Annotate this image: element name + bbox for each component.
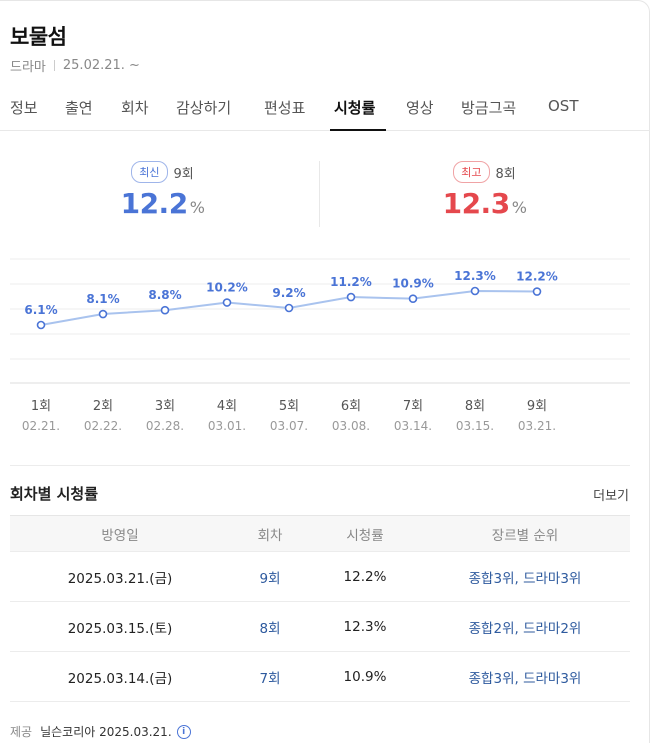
x-tick-date: 03.07. — [270, 419, 308, 433]
table-header-row: 방영일 회차 시청률 장르별 순위 — [10, 515, 630, 552]
x-tick-label: 2회 — [93, 399, 113, 414]
row-episode-link[interactable]: 7회 — [230, 651, 310, 702]
table-row: 2025.03.21.(금) 9회 12.2% 종합3위, 드라마3위 — [10, 551, 630, 602]
x-tick-label: 1회 — [31, 399, 51, 414]
latest-badge: 최신 — [131, 161, 168, 183]
x-tick-label: 4회 — [217, 399, 237, 414]
x-tick-date: 03.14. — [394, 419, 432, 433]
footer-source: 닐슨코리아 2025.03.21. — [40, 725, 172, 739]
col-episode: 회차 — [230, 515, 310, 552]
latest-value: 12.2% — [0, 187, 325, 220]
row-rank-link[interactable]: 종합2위, 드라마2위 — [420, 601, 630, 652]
row-rating: 10.9% — [310, 651, 420, 702]
col-rank: 장르별 순위 — [420, 515, 630, 552]
latest-episode: 9회 — [173, 166, 194, 182]
x-tick-label: 5회 — [279, 399, 299, 414]
ratings-line-chart: 6.1% 1회 02.21. 8.1% 2회 02.22. 8.8% 3회 02.28. 10.2… — [10, 258, 630, 433]
table-row: 2025.03.15.(토) 8회 12.3% 종합2위, 드라마2위 — [10, 601, 630, 652]
table-row: 2025.03.14.(금) 7회 10.9% 종합3위, 드라마3위 — [10, 651, 630, 702]
data-label: 10.9% — [392, 277, 434, 291]
more-link[interactable]: 더보기 — [593, 489, 629, 504]
data-point — [470, 286, 480, 296]
row-rank-link[interactable]: 종합3위, 드라마3위 — [420, 551, 630, 602]
x-tick-date: 02.22. — [84, 419, 122, 433]
row-episode-link[interactable]: 9회 — [230, 551, 310, 602]
data-point — [346, 292, 356, 302]
data-point — [532, 287, 542, 296]
footer-label: 제공 — [10, 725, 33, 739]
row-rank-link[interactable]: 종합3위, 드라마3위 — [420, 651, 630, 702]
row-episode-link[interactable]: 8회 — [230, 601, 310, 652]
row-rating: 12.2% — [310, 551, 420, 602]
tab-info[interactable]: 정보 — [10, 99, 38, 117]
x-tick-label: 8회 — [465, 399, 485, 414]
tab-episodes[interactable]: 회차 — [121, 99, 149, 117]
page-title: 보물섬 — [10, 25, 67, 49]
x-tick-date: 03.21. — [518, 419, 556, 433]
data-label: 12.3% — [454, 269, 496, 283]
row-rating: 12.3% — [310, 601, 420, 652]
x-tick-date: 03.08. — [332, 419, 370, 433]
x-tick-date: 02.21. — [22, 419, 60, 433]
x-tick-label: 6회 — [341, 399, 361, 414]
x-tick-label: 9회 — [527, 399, 547, 414]
data-label: 6.1% — [24, 303, 57, 317]
summary-divider — [319, 161, 320, 227]
tab-music[interactable]: 방금그곡 — [461, 99, 517, 117]
best-value-number: 12.3 — [442, 187, 511, 220]
tab-video[interactable]: 영상 — [406, 99, 434, 117]
best-rating: 최고 8회 12.3% — [322, 161, 647, 220]
data-point — [408, 294, 418, 303]
ratings-section-title: 회차별 시청률 — [10, 485, 99, 503]
tab-watch[interactable]: 감상하기 — [176, 99, 232, 117]
meta-divider — [53, 60, 55, 71]
latest-value-number: 12.2 — [120, 187, 189, 220]
section-divider — [10, 465, 630, 466]
tab-cast[interactable]: 출연 — [65, 99, 93, 117]
active-tab-indicator — [330, 129, 386, 131]
data-point — [222, 298, 232, 307]
row-date: 2025.03.21.(금) — [10, 551, 230, 602]
row-date: 2025.03.15.(토) — [10, 601, 230, 652]
data-point — [160, 305, 170, 315]
best-value: 12.3% — [322, 187, 647, 220]
info-icon[interactable]: i — [176, 724, 191, 739]
col-date: 방영일 — [10, 515, 230, 552]
best-episode: 8회 — [495, 166, 516, 182]
footer: 제공 닐슨코리아 2025.03.21. i — [10, 723, 191, 740]
latest-rating: 최신 9회 12.2% — [0, 161, 325, 220]
x-tick-label: 3회 — [155, 399, 175, 414]
latest-unit: % — [189, 198, 205, 217]
data-point — [98, 309, 108, 319]
x-tick-date: 03.01. — [208, 419, 246, 433]
tab-ratings[interactable]: 시청률 — [334, 99, 376, 117]
data-point — [284, 303, 294, 313]
row-date: 2025.03.14.(금) — [10, 651, 230, 702]
col-rating: 시청률 — [310, 515, 420, 552]
data-label: 10.2% — [206, 281, 248, 295]
data-label: 11.2% — [330, 275, 372, 289]
x-tick-date: 03.15. — [456, 419, 494, 433]
best-badge: 최고 — [453, 161, 490, 183]
x-tick-label: 7회 — [403, 399, 423, 414]
best-unit: % — [511, 198, 527, 217]
data-label: 8.1% — [86, 292, 119, 306]
data-label: 8.8% — [148, 288, 181, 302]
tab-ost[interactable]: OST — [548, 97, 579, 115]
ratings-table: 방영일 회차 시청률 장르별 순위 2025.03.21.(금) 9회 12.2… — [10, 515, 630, 702]
x-tick-date: 02.28. — [146, 419, 184, 433]
data-label: 12.2% — [516, 270, 558, 284]
data-label: 9.2% — [272, 286, 305, 300]
genre-label: 드라마 — [10, 60, 46, 75]
tab-bar: 정보 출연 회차 감상하기 편성표 시청률 영상 방금그곡 OST — [0, 89, 650, 131]
data-point — [36, 320, 46, 330]
rating-summary: 최신 9회 12.2% 최고 8회 12.3% — [0, 161, 650, 231]
show-meta: 드라마 25.02.21. ~ — [10, 56, 140, 75]
tab-schedule[interactable]: 편성표 — [264, 99, 306, 117]
air-date: 25.02.21. ~ — [62, 58, 140, 73]
